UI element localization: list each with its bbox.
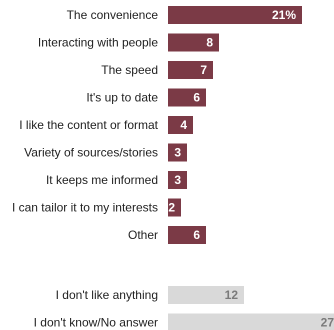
category-label: It keeps me informed xyxy=(46,173,158,187)
bar-row: I like the content or format 4 xyxy=(19,116,193,134)
bar xyxy=(168,313,334,330)
bar xyxy=(168,33,219,52)
value-label: 8 xyxy=(206,36,213,50)
bar xyxy=(168,61,213,79)
value-label: 27 xyxy=(321,316,334,330)
value-label: 3 xyxy=(174,146,181,160)
bar-row: Variety of sources/stories 3 xyxy=(24,143,187,162)
category-label: The convenience xyxy=(67,8,159,22)
category-label: It's up to date xyxy=(86,91,158,105)
category-label: I don't like anything xyxy=(56,288,158,302)
bar-row: Other 6 xyxy=(128,226,206,244)
bar-row: It's up to date 6 xyxy=(86,88,206,107)
bar xyxy=(168,226,206,244)
value-label: 6 xyxy=(193,228,200,242)
category-label: I like the content or format xyxy=(19,118,158,132)
value-label: 7 xyxy=(200,63,207,77)
value-label: 2 xyxy=(168,201,175,215)
bar xyxy=(168,88,206,107)
bar-row: Interacting with people 8 xyxy=(38,33,219,52)
value-label: 6 xyxy=(193,91,200,105)
bar-row: I can tailor it to my interests 2 xyxy=(12,198,181,217)
category-label: I don't know/No answer xyxy=(34,316,158,330)
bar xyxy=(168,143,187,162)
bar xyxy=(168,286,244,304)
bar xyxy=(168,6,302,24)
category-label: Variety of sources/stories xyxy=(24,146,158,160)
category-label: Other xyxy=(128,228,158,242)
category-label: The speed xyxy=(101,63,158,77)
category-label: I can tailor it to my interests xyxy=(12,201,158,215)
bar-row: The speed 7 xyxy=(101,61,213,79)
category-label: Interacting with people xyxy=(38,36,158,50)
bar-row: I don't like anything 12 xyxy=(56,286,244,304)
bar-row: It keeps me informed 3 xyxy=(46,171,187,189)
bar xyxy=(168,198,181,217)
bar xyxy=(168,116,193,134)
bar-row: I don't know/No answer 27 xyxy=(34,313,334,330)
value-label: 4 xyxy=(180,118,187,132)
bar xyxy=(168,171,187,189)
value-label: 3 xyxy=(174,173,181,187)
value-label: 12 xyxy=(225,288,239,302)
bar-row: The convenience 21% xyxy=(67,6,302,24)
value-label: 21% xyxy=(272,8,296,22)
